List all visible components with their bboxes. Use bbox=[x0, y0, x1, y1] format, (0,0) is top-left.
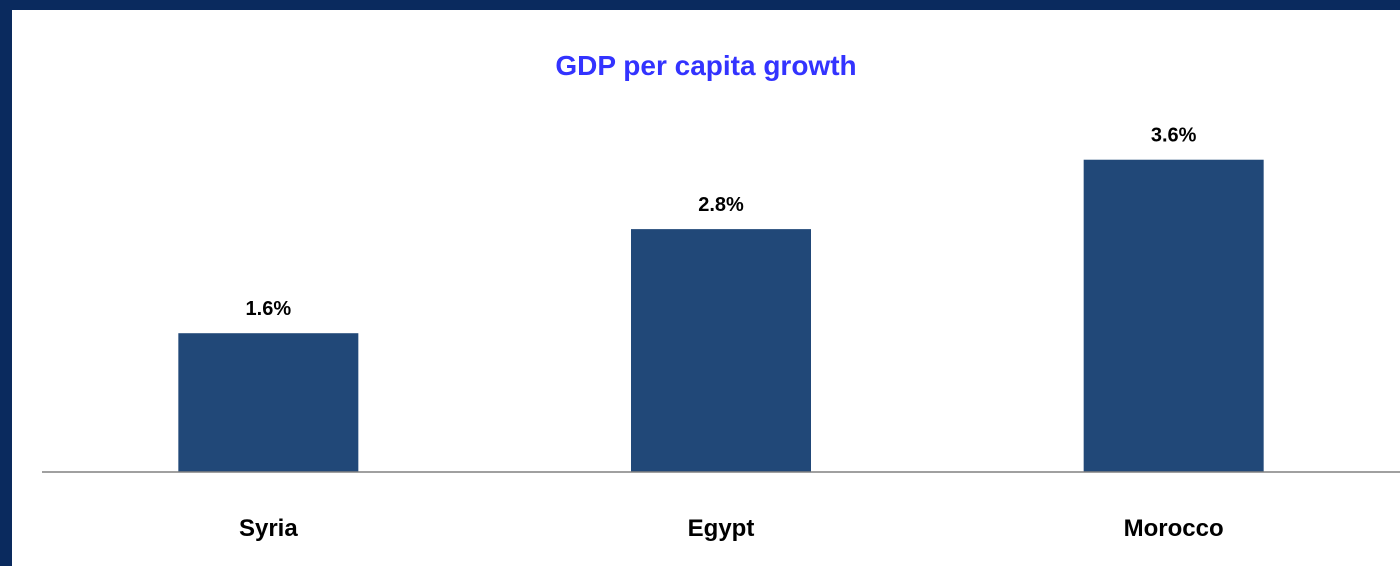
bar-morocco bbox=[1083, 159, 1264, 472]
data-label-egypt: 2.8% bbox=[698, 194, 744, 216]
bar-syria bbox=[178, 333, 359, 472]
bar-egypt bbox=[631, 229, 811, 472]
category-label-syria: Syria bbox=[239, 515, 298, 542]
bars-group bbox=[178, 159, 1264, 472]
data-labels-group: 1.6% 2.8% 3.6% bbox=[246, 125, 1197, 320]
category-labels-group: Syria Egypt Morocco bbox=[239, 515, 1224, 542]
chart-title: GDP per capita growth bbox=[555, 50, 857, 81]
data-label-syria: 1.6% bbox=[246, 298, 292, 320]
category-label-egypt: Egypt bbox=[688, 515, 755, 542]
category-label-morocco: Morocco bbox=[1124, 515, 1224, 542]
data-label-morocco: 3.6% bbox=[1151, 125, 1197, 147]
